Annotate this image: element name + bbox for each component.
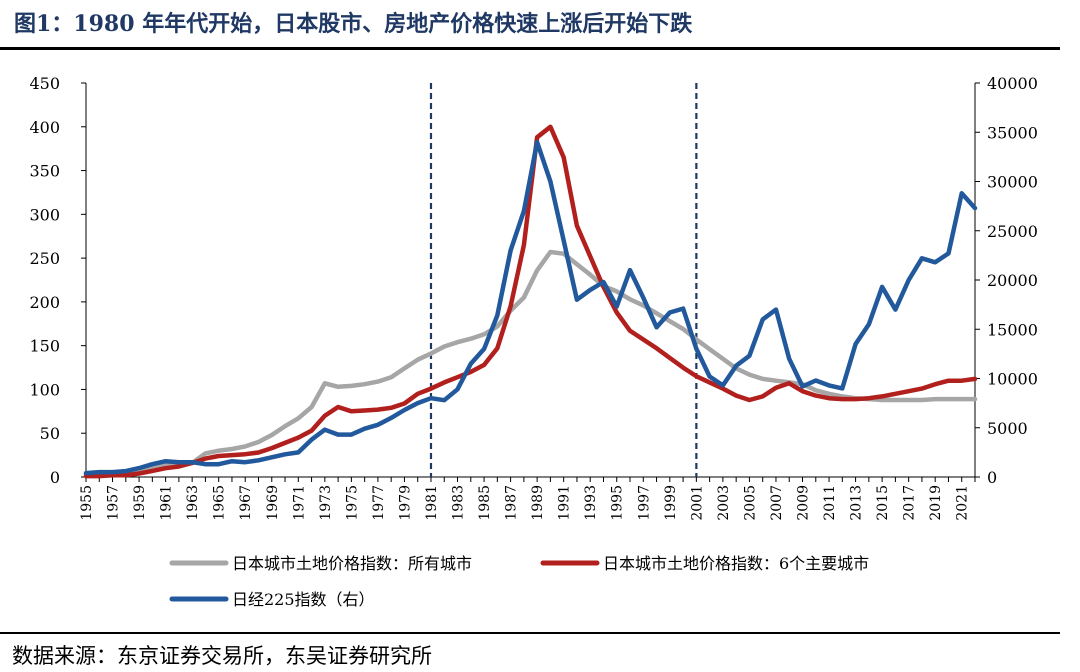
axes: 0 50 100 150 200 250 300 350 400 450 0 5000 10000 150…	[29, 74, 1037, 521]
x-axis-tick-label: 1989	[530, 485, 546, 521]
legend: 日本城市土地价格指数：所有城市 日本城市土地价格指数：6个主要城市日经225指数（…	[169, 554, 869, 609]
right-axis-tick-label: 15000	[987, 320, 1038, 339]
right-axis-tick-label: 30000	[987, 173, 1038, 192]
x-axis-tick-label: 2011	[822, 485, 838, 521]
x-axis-tick-label: 1975	[344, 485, 360, 521]
series-line-1	[83, 249, 978, 477]
x-axis-tick-label: 2005	[742, 485, 758, 521]
x-axis-tick-label: 1977	[371, 485, 387, 521]
x-axis-tick-label: 1985	[477, 485, 493, 521]
right-axis-tick-label: 20000	[987, 271, 1038, 290]
source-note: 数据来源：东京证券交易所，东吴证券研究所	[12, 644, 432, 668]
x-axis-tick-label: 1973	[318, 485, 334, 521]
legend-label-1: 日本城市土地价格指数：所有城市	[232, 554, 472, 573]
x-axis-tick-label: 1955	[79, 485, 95, 521]
x-axis-tick-label: 1959	[132, 485, 148, 521]
series-lines	[83, 124, 978, 479]
series-line-2	[83, 124, 978, 479]
right-axis-tick-label: 40000	[987, 74, 1038, 93]
x-axis-tick-label: 1995	[610, 485, 626, 521]
right-axis-tick-label: 10000	[987, 370, 1038, 389]
left-axis-tick-label: 250	[29, 249, 60, 268]
right-axis-tick-label: 5000	[987, 419, 1028, 438]
x-axis-tick-label: 1963	[185, 485, 201, 521]
left-axis-tick-label: 200	[29, 293, 60, 312]
x-axis-tick-label: 1971	[291, 485, 307, 521]
right-axis-tick-label: 25000	[987, 222, 1038, 241]
chart-title: 图1：1980 年年代开始，日本股市、房地产价格快速上涨后开始下跌	[14, 11, 693, 37]
x-axis-tick-label: 2021	[955, 485, 971, 521]
x-axis-tick-label: 2017	[902, 485, 918, 521]
left-axis-tick-label: 100	[29, 380, 60, 399]
x-axis-tick-label: 2003	[716, 485, 732, 521]
x-axis-tick-label: 2019	[928, 485, 944, 521]
left-axis-tick-label: 50	[40, 424, 60, 443]
x-axis-tick-label: 2013	[849, 485, 865, 521]
x-axis-tick-label: 1969	[265, 485, 281, 521]
x-axis-tick-label: 2009	[796, 485, 812, 521]
right-axis-tick-label: 35000	[987, 123, 1038, 142]
x-axis-tick-label: 1965	[212, 485, 228, 521]
x-axis-tick-label: 1999	[663, 485, 679, 521]
x-axis-tick-label: 1993	[583, 485, 599, 521]
x-axis-tick-label: 1991	[557, 485, 573, 521]
x-axis-tick-label: 2001	[689, 485, 705, 521]
x-axis-tick-label: 1981	[424, 485, 440, 521]
series-line-3	[83, 139, 978, 476]
bottom-rule	[0, 632, 1060, 634]
top-rule	[0, 47, 1060, 50]
x-axis-tick-label: 1997	[636, 485, 652, 521]
right-axis-tick-label: 0	[987, 468, 997, 487]
x-axis-tick-label: 1979	[397, 485, 413, 521]
legend-label-2: 日本城市土地价格指数：6个主要城市	[603, 554, 869, 573]
x-axis-tick-label: 1967	[238, 485, 254, 521]
x-axis-tick-label: 1987	[504, 485, 520, 521]
x-axis-tick-label: 1961	[159, 485, 175, 521]
x-axis-tick-label: 2007	[769, 485, 785, 521]
left-axis-tick-label: 450	[29, 74, 60, 93]
left-axis-tick-label: 300	[29, 205, 60, 224]
legend-label-3: 日经225指数（右）	[232, 590, 375, 609]
left-axis-tick-label: 150	[29, 337, 60, 356]
x-axis-tick-label: 1957	[106, 485, 122, 521]
x-axis-tick-label: 1983	[451, 485, 467, 521]
left-axis-tick-label: 350	[29, 162, 60, 181]
x-axis-tick-label: 2015	[875, 485, 891, 521]
left-axis-tick-label: 400	[29, 118, 60, 137]
reference-lines	[429, 83, 698, 477]
left-axis-tick-label: 0	[50, 468, 60, 487]
